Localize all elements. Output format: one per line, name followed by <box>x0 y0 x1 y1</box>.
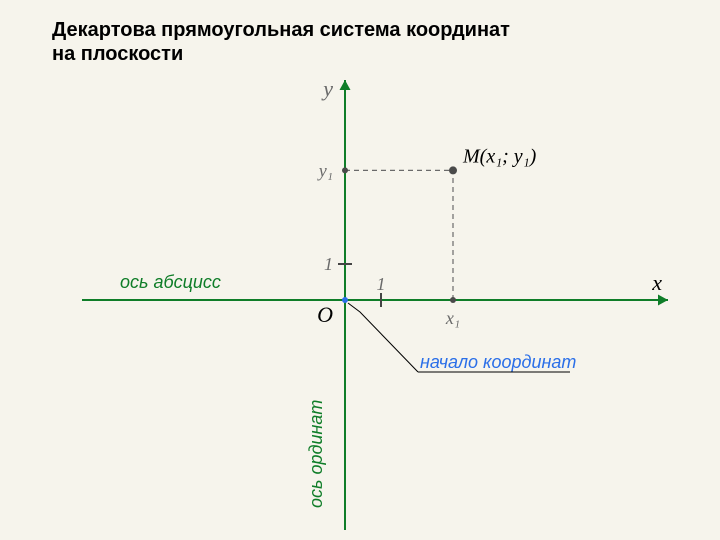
point-m <box>449 166 457 174</box>
origin-label: O <box>317 302 333 327</box>
origin-callout-text: начало координат <box>420 352 576 372</box>
axis-arrow <box>658 295 668 306</box>
x-axis-label: x <box>651 270 662 295</box>
point-m-xfoot <box>450 297 456 303</box>
axis-arrow <box>340 80 351 90</box>
x1-label: x₁ <box>445 308 460 328</box>
abscissa-axis-label: ось абсцисс <box>120 272 221 292</box>
ordinate-axis-label: ось ординат <box>306 400 326 508</box>
origin-callout-leader <box>348 303 418 372</box>
y1-label: y₁ <box>317 160 333 180</box>
x-unit-label: 1 <box>377 274 386 294</box>
y-unit-label: 1 <box>324 254 333 274</box>
origin-dot <box>342 297 348 303</box>
point-m-yfoot <box>342 167 348 173</box>
y-axis-label: y <box>321 76 333 101</box>
page-title: Декартова прямоугольная система координа… <box>52 18 510 66</box>
point-m-label: M(x₁; y₁) <box>462 145 537 167</box>
coordinate-diagram: 1 1 x y O M(x₁; y₁) x₁ y₁ ось абсцисс ось ординат… <box>0 0 720 540</box>
